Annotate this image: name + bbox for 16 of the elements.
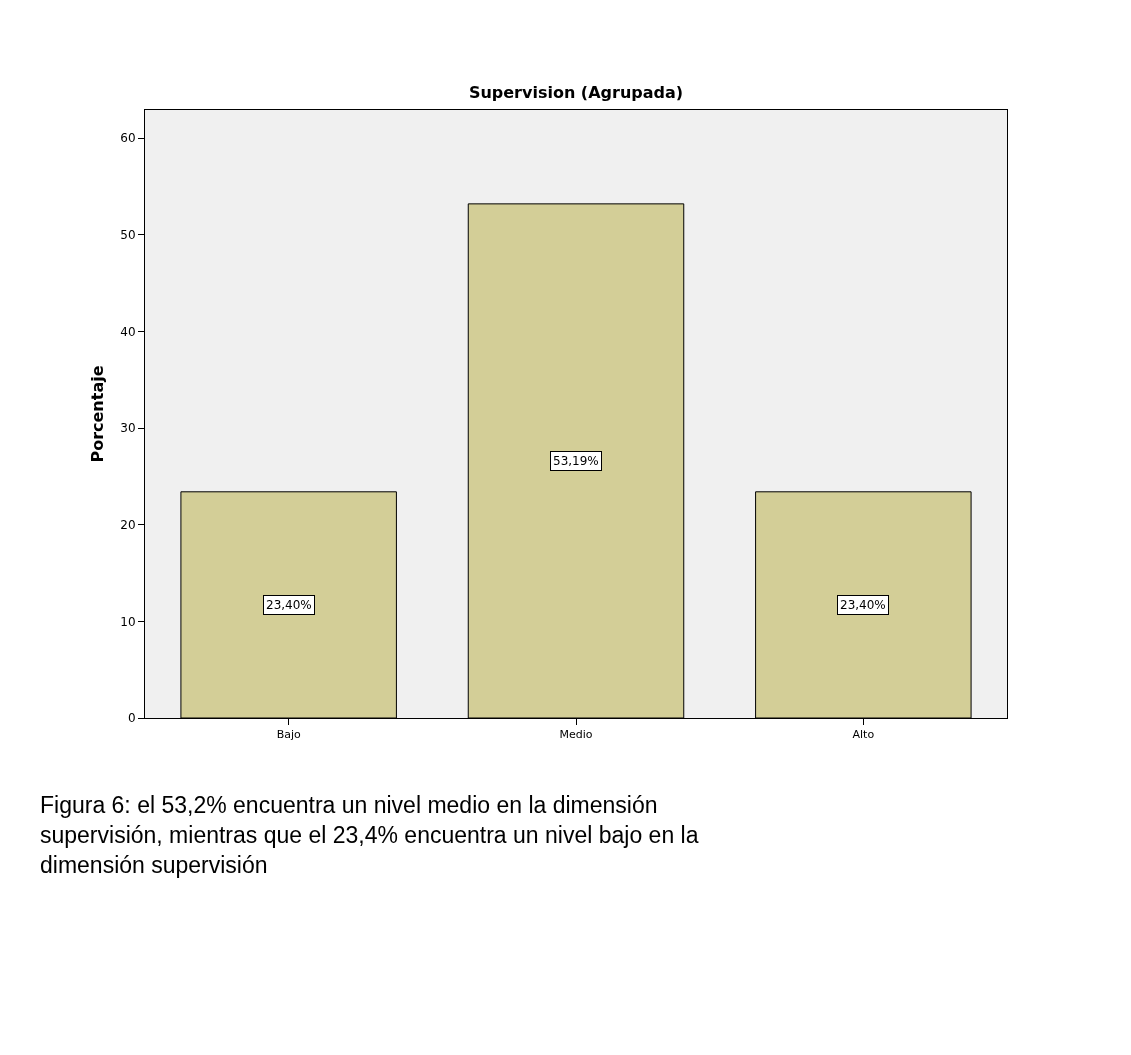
text: Figura 6: el 53,2% encuentra un nivel medio en la dimensión supervisión, mientras que el 23,4% encuentra un nivel bajo en la dimensión supervisión — [40, 792, 699, 878]
y-tick-label: 10 — [120, 614, 136, 629]
y-tick-label: 0 — [127, 711, 136, 726]
x-tick-label: Bajo — [276, 728, 301, 742]
chart-title: Supervision (Agrupada) — [468, 82, 684, 102]
x-tick-label: Medio — [559, 728, 593, 742]
y-tick-label: 40 — [120, 324, 136, 339]
y-tick-label: 50 — [120, 227, 136, 242]
y-tick-label: 20 — [120, 517, 136, 532]
data-label: 23,40% — [266, 598, 312, 612]
data-label: 53,19% — [553, 454, 599, 468]
y-axis-title: Porcentaje — [88, 365, 108, 463]
data-label: 23,40% — [840, 598, 886, 612]
y-tick-label: 60 — [120, 131, 136, 146]
x-tick-label: Alto — [852, 728, 875, 742]
y-tick-label: 30 — [120, 421, 136, 436]
